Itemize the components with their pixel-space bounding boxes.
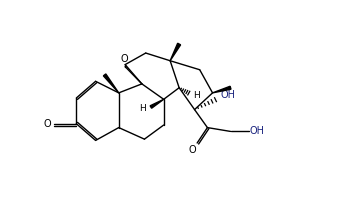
Text: OH: OH	[250, 126, 265, 136]
Polygon shape	[213, 86, 231, 93]
Text: O: O	[44, 119, 51, 129]
Text: H: H	[193, 91, 200, 100]
Text: OH: OH	[220, 90, 235, 100]
Text: O: O	[121, 54, 128, 64]
Polygon shape	[150, 99, 164, 108]
Text: H: H	[140, 104, 146, 113]
Polygon shape	[103, 74, 119, 93]
Text: O: O	[188, 145, 196, 155]
Polygon shape	[170, 43, 181, 61]
